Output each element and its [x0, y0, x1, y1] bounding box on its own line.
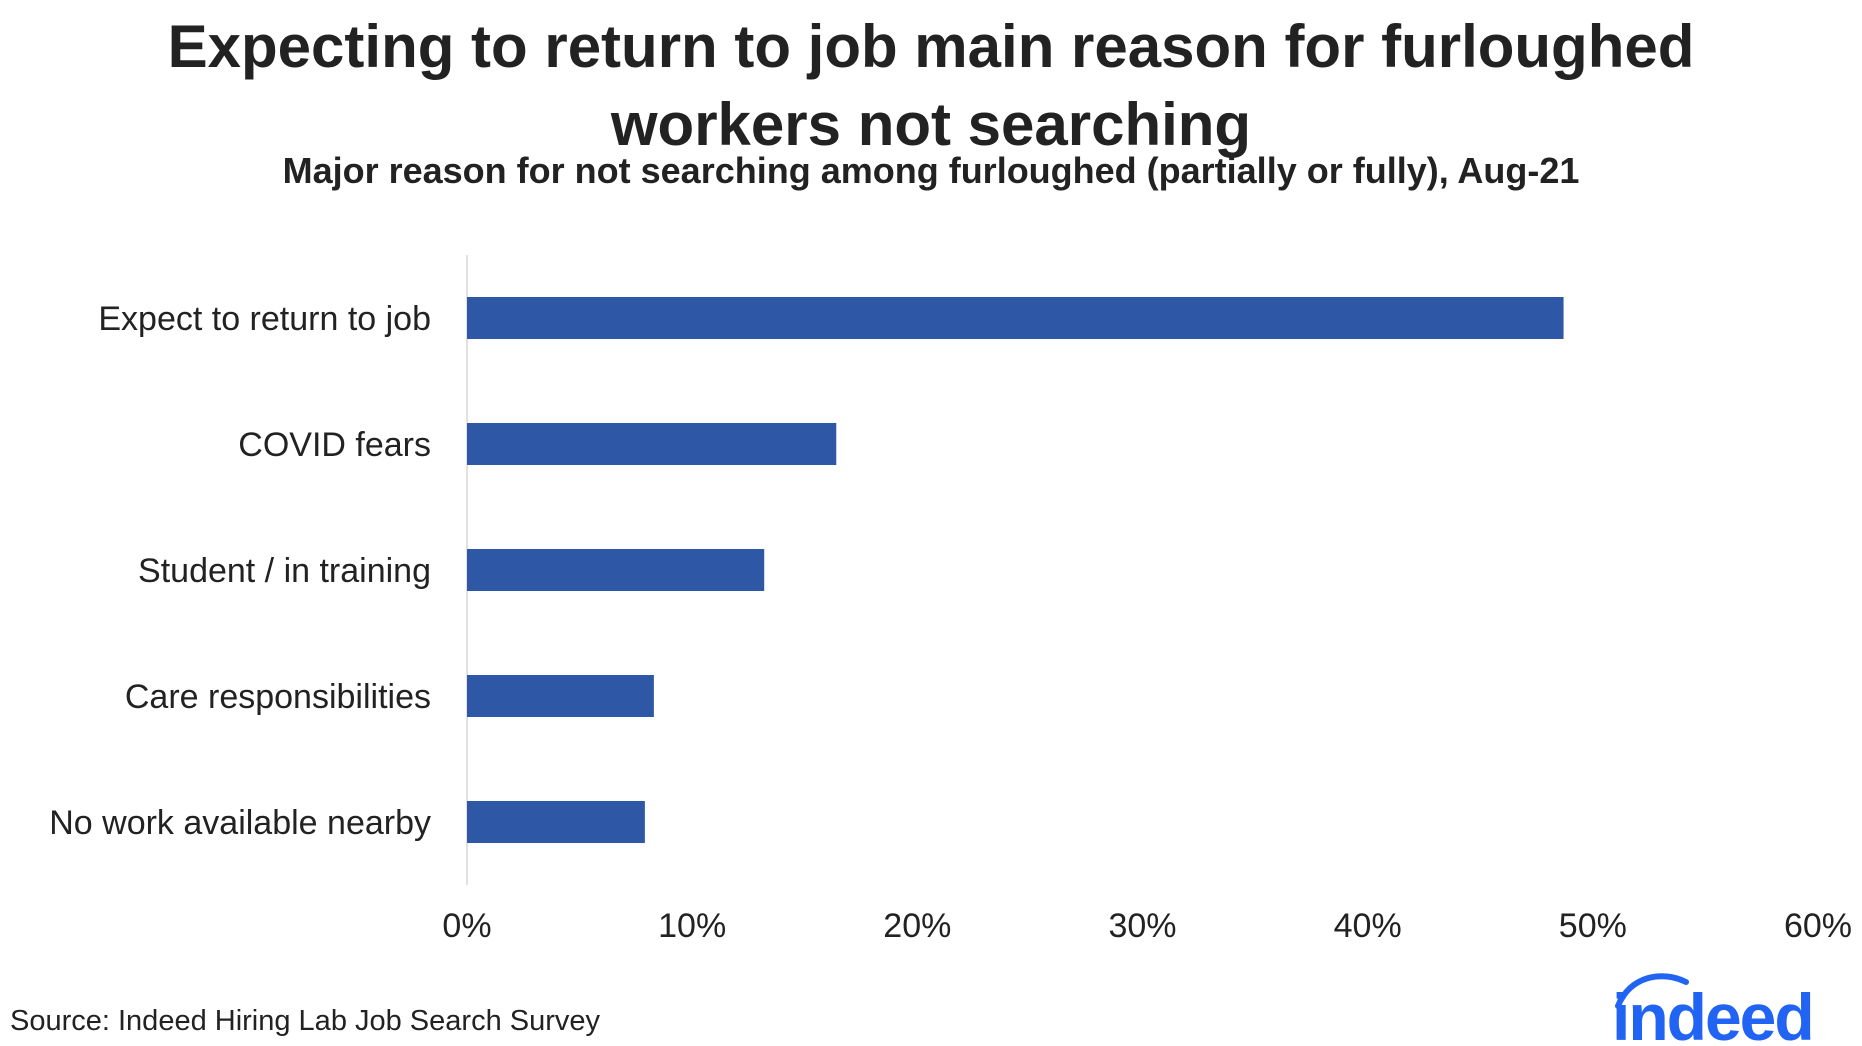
x-tick-label-1: 10%	[658, 907, 726, 945]
x-tick-label-2: 20%	[883, 907, 951, 945]
x-tick-label-6: 60%	[1784, 907, 1852, 945]
category-label-0: Expect to return to job	[98, 300, 431, 338]
indeed-logo: indeed	[1612, 973, 1815, 1046]
bar-chart: Expect to return to job COVID fears Studen…	[49, 255, 1852, 945]
source-note: Source: Indeed Hiring Lab Job Search Sur…	[10, 1005, 601, 1037]
logo-arc-icon	[1615, 973, 1689, 1009]
category-label-4: No work available nearby	[49, 804, 431, 842]
category-label-3: Care responsibilities	[125, 678, 431, 716]
chart-subtitle: Major reason for not searching among fur…	[282, 150, 1580, 191]
x-tick-label-3: 30%	[1108, 907, 1176, 945]
x-tick-label-4: 40%	[1334, 907, 1402, 945]
bar-0	[467, 297, 1564, 339]
x-tick-label-0: 0%	[442, 907, 491, 945]
chart-title-line-2: workers not searching	[610, 91, 1252, 158]
bar-4	[467, 801, 645, 843]
logo-wordmark: indeed	[1612, 980, 1813, 1046]
bar-2	[467, 549, 765, 591]
category-label-1: COVID fears	[238, 426, 431, 464]
x-tick-label-5: 50%	[1559, 907, 1627, 945]
chart-title: Expecting to return to job main reason f…	[0, 8, 1862, 164]
chart-title-line-1: Expecting to return to job main reason f…	[167, 13, 1695, 80]
bar-3	[467, 675, 654, 717]
bar-1	[467, 423, 837, 465]
category-label-2: Student / in training	[138, 552, 431, 590]
